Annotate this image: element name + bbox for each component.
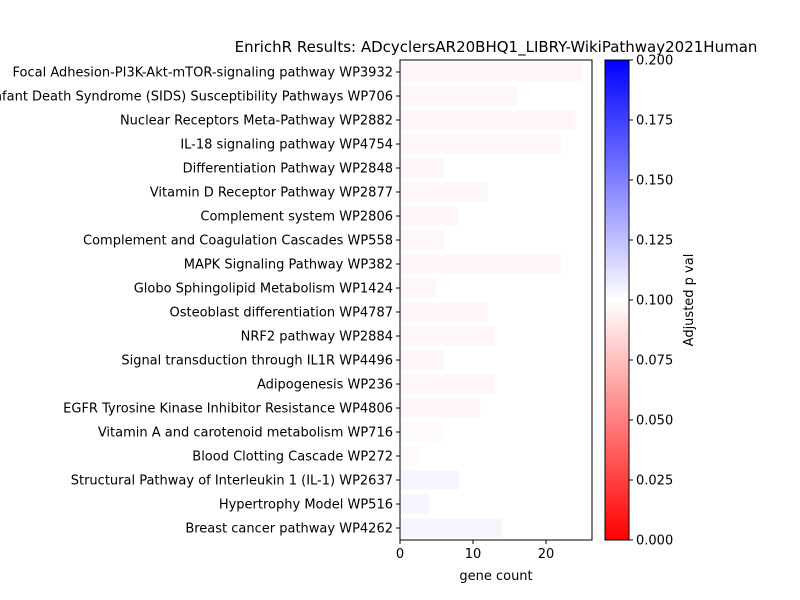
bars-group [400,62,583,538]
y-tick-label: NRF2 pathway WP2884 [241,330,393,345]
bar [400,206,459,226]
bar [400,230,444,250]
x-tick-label: 10 [465,547,482,562]
bar [400,302,488,322]
bar [400,422,444,442]
y-tick-label: MAPK Signaling Pathway WP382 [184,258,393,273]
y-tick-label: Focal Adhesion-PI3K-Akt-mTOR-signaling p… [13,66,393,81]
bar [400,182,488,202]
colorbar-tick-label: 0.200 [636,54,673,69]
colorbar-ticks: 0.000 0.025 0.050 0.075 0.100 0.125 0.150 0.175… [629,54,673,549]
y-tick-label: Complement system WP2806 [200,210,393,225]
colorbar: 0.000 0.025 0.050 0.075 0.100 0.125 0.150 0.175… [604,54,697,549]
y-tick-label: Structural Pathway of Interleukin 1 (IL-… [71,474,393,489]
chart-title: EnrichR Results: ADcyclersAR20BHQ1_LIBRY… [235,38,758,57]
x-axis-label: gene count [459,569,532,584]
y-tick-label: Vitamin A and carotenoid metabolism WP71… [98,426,393,441]
y-tick-label: Complement and Coagulation Cascades WP55… [83,234,393,249]
x-tick-label: 0 [396,547,404,562]
colorbar-tick-label: 0.000 [636,534,673,549]
plot-area-frame [399,59,593,541]
bar [400,110,576,130]
bar [400,326,495,346]
bar [400,374,495,394]
bar [400,518,503,538]
bar [400,254,561,274]
bar [400,134,561,154]
y-tick-label: Osteoblast differentiation WP4787 [170,306,394,321]
colorbar-gradient [604,59,630,541]
bar [400,158,444,178]
colorbar-tick-label: 0.150 [636,174,673,189]
x-axis-ticks: 0 10 20 [396,540,554,562]
y-tick-label: Breast cancer pathway WP4262 [185,522,393,537]
y-tick-label: Blood Clotting Cascade WP272 [192,450,393,465]
bar [400,446,422,466]
colorbar-label: Adjusted p val [682,254,697,347]
bar [400,86,517,106]
bar [400,470,459,490]
y-tick-label: Signal transduction through IL1R WP4496 [121,354,393,369]
y-tick-label: Vitamin D Receptor Pathway WP2877 [150,186,393,201]
y-tick-label: Adipogenesis WP236 [257,378,393,393]
bar [400,62,583,82]
x-tick-label: 20 [538,547,555,562]
colorbar-tick-label: 0.125 [636,234,673,249]
y-tick-label: Sudden Infant Death Syndrome (SIDS) Susc… [0,90,393,105]
y-tick-label: EGFR Tyrosine Kinase Inhibitor Resistanc… [63,402,393,417]
y-tick-label: IL-18 signaling pathway WP4754 [180,138,393,153]
colorbar-tick-label: 0.050 [636,414,673,429]
bar [400,398,481,418]
colorbar-tick-label: 0.025 [636,474,673,489]
y-tick-label: Globo Sphingolipid Metabolism WP1424 [134,282,393,297]
bar [400,494,430,514]
bar [400,350,444,370]
y-tick-label: Differentiation Pathway WP2848 [183,162,393,177]
y-tick-label: Nuclear Receptors Meta-Pathway WP2882 [120,114,393,129]
bar [400,278,437,298]
y-axis-ticks: Focal Adhesion-PI3K-Akt-mTOR-signaling p… [0,66,400,537]
y-tick-label: Hypertrophy Model WP516 [219,498,393,513]
colorbar-tick-label: 0.100 [636,294,673,309]
colorbar-tick-label: 0.175 [636,114,673,129]
colorbar-tick-label: 0.075 [636,354,673,369]
